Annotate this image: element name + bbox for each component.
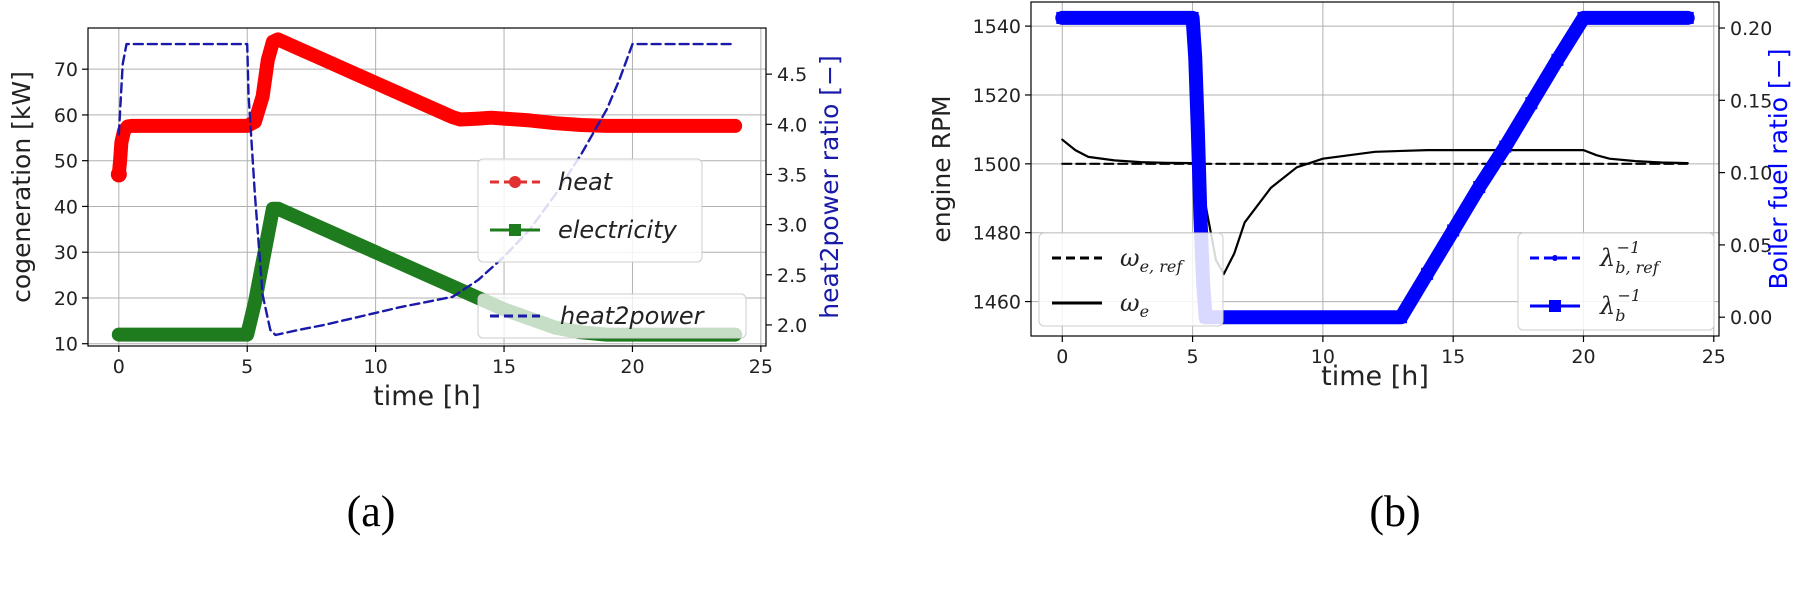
series-line-a-0	[111, 32, 743, 182]
series-marker-lambda	[1681, 11, 1694, 24]
series-marker-lambda	[1369, 311, 1381, 324]
y-right-tick-label: 0.20	[1730, 18, 1772, 40]
y-tick-label: 1480	[973, 223, 1021, 245]
series-marker-lambda	[1194, 209, 1207, 222]
series-marker-heat	[110, 166, 127, 183]
y-tick-label: 50	[54, 151, 78, 173]
x-tick-label: 10	[364, 356, 388, 378]
series-marker-lambda	[1082, 11, 1095, 24]
x-axis-title-b: time [h]	[1321, 361, 1429, 392]
y-tick-label: 70	[54, 59, 78, 81]
series-line-b-1	[1061, 138, 1689, 276]
series-marker-lambda	[1238, 311, 1251, 324]
series-marker-lambda	[1134, 11, 1147, 24]
plot-frame-b	[1030, 1, 1720, 337]
y-axis-title-b: engine RPM	[927, 95, 956, 242]
legend-box-a-main	[477, 158, 703, 263]
series-marker-lambda	[1655, 11, 1668, 24]
legend-box-a-right	[477, 293, 747, 339]
y-tick-label: 40	[54, 196, 78, 218]
plot-frame-a	[87, 27, 767, 347]
series-marker-lambda	[1499, 140, 1512, 153]
y-tick-label: 20	[54, 288, 78, 310]
legend-marker-lambda-ref	[1552, 255, 1558, 261]
series-marker-lambda	[1421, 267, 1434, 280]
y-right-tick-label: 0.05	[1730, 235, 1772, 257]
y-axis-title-a: cogeneration [kW]	[7, 71, 36, 303]
caption-b: (b)	[1369, 487, 1420, 536]
legend-label-heat: heat	[558, 168, 614, 196]
series-marker-lambda	[1108, 11, 1121, 24]
series-marker-lambda	[1264, 311, 1277, 324]
legend-marker-lambda	[1549, 300, 1561, 312]
series-marker-lambda	[1551, 53, 1564, 66]
y-right-tick-label: 2.5	[777, 265, 807, 287]
series-marker-lambda	[1395, 311, 1408, 324]
x-axis-title-a: time [h]	[373, 381, 481, 412]
y-tick-label: 1520	[973, 85, 1021, 107]
legend-label-omega-ref: ωe, ref	[1120, 244, 1185, 276]
x-tick-label: 25	[749, 356, 773, 378]
series-marker-lambda	[1056, 11, 1069, 24]
y-right-tick-label: 3.5	[777, 164, 807, 186]
x-tick-label: 15	[492, 356, 516, 378]
series-marker-lambda	[1447, 224, 1460, 237]
x-tick-label: 5	[241, 356, 253, 378]
y-tick-label: 1540	[973, 16, 1021, 38]
series-marker-lambda	[1629, 11, 1642, 24]
x-tick-label: 0	[1056, 346, 1068, 368]
legend-marker-heat	[509, 176, 521, 188]
legend-label-lambda-ref: λb, ref−1	[1599, 238, 1662, 277]
series-marker-lambda	[1603, 11, 1616, 24]
ticks-b: 0 5 10 15 20 25146014801500152015400.000.050.…	[973, 16, 1773, 368]
y-tick-label: 1500	[973, 154, 1021, 176]
chart-panel-b: 0 5 10 15 20 25146014801500152015400.000.050.…	[927, 1, 1793, 536]
series-marker-lambda	[1525, 97, 1538, 110]
y-right-tick-label: 4.0	[777, 114, 807, 136]
y-right-axis-title-a: heat2power ratio [−]	[815, 55, 844, 319]
y-tick-label: 10	[54, 334, 78, 356]
y-right-tick-label: 3.0	[777, 215, 807, 237]
x-tick-label: 20	[1571, 346, 1595, 368]
y-right-tick-label: 4.5	[777, 64, 807, 86]
y-right-tick-label: 0.00	[1730, 307, 1772, 329]
series-marker-lambda	[1186, 11, 1199, 24]
legend-label-electricity: electricity	[558, 216, 678, 244]
legend-b-right: λb, ref−1 λb−1	[1517, 232, 1715, 331]
series-marker-lambda	[1577, 11, 1590, 24]
caption-a: (a)	[347, 487, 396, 536]
legend-a-main: heat electricity	[477, 158, 703, 263]
series-line-a-2	[117, 42, 737, 337]
y-right-tick-label: 2.0	[777, 315, 807, 337]
y-right-axis-title-b: Boiler fuel ratio [−]	[1764, 49, 1793, 290]
series-marker-lambda	[1290, 311, 1303, 324]
series-marker-lambda	[1189, 50, 1202, 63]
legend-a-right: heat2power	[477, 293, 747, 339]
series-marker-lambda	[1342, 311, 1355, 324]
series-marker-lambda	[1191, 123, 1204, 136]
y-right-tick-label: 0.15	[1730, 90, 1772, 112]
series-marker-lambda	[1473, 181, 1486, 194]
x-tick-label: 15	[1441, 346, 1465, 368]
x-tick-label: 20	[620, 356, 644, 378]
y-right-tick-label: 0.10	[1730, 163, 1772, 185]
x-tick-label: 0	[113, 356, 125, 378]
ticks-a: 0 5 10 15 20 25 10 20 30 40 50 60 70 2.0 2.5 3.0 3.5 4.0 4…	[54, 59, 807, 378]
x-tick-label: 25	[1702, 346, 1726, 368]
series-marker-lambda	[1316, 311, 1329, 324]
x-tick-label: 5	[1187, 346, 1199, 368]
legend-label-heat2power: heat2power	[560, 302, 706, 330]
y-tick-label: 1460	[973, 292, 1021, 314]
y-tick-label: 60	[54, 105, 78, 127]
legend-marker-electricity	[509, 224, 521, 236]
legend-label-omega: ωe	[1120, 289, 1149, 321]
y-tick-label: 30	[54, 242, 78, 264]
chart-panel-a: 0 5 10 15 20 25 10 20 30 40 50 60 70 2.0 2.5 3.0 3.5 4.0 4…	[7, 27, 844, 536]
x-tick-label: 10	[1311, 346, 1335, 368]
series-marker-lambda	[1160, 11, 1173, 24]
legend-label-lambda: λb−1	[1599, 286, 1641, 325]
legend-b-left: ωe, ref ωe	[1038, 232, 1224, 327]
